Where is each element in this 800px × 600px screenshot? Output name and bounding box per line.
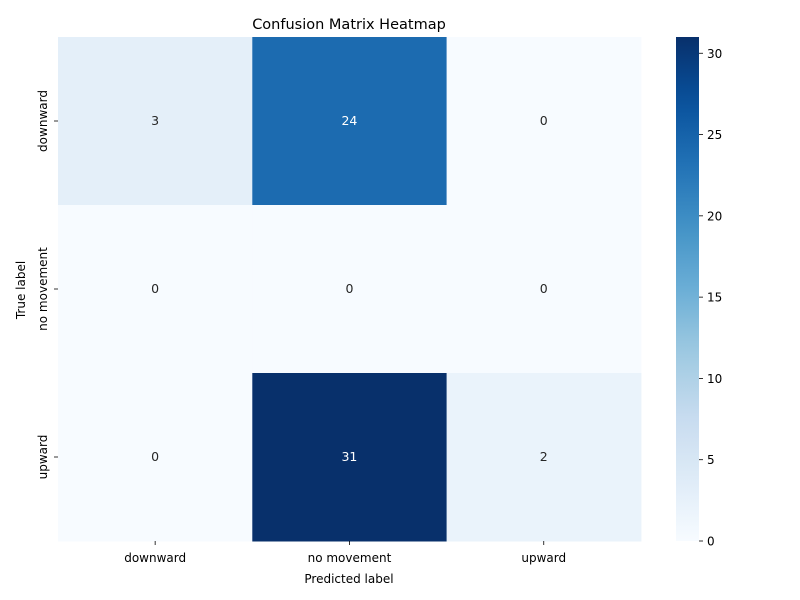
colorbar-tick-label: 0 (707, 535, 715, 549)
x-tick-label: downward (124, 551, 186, 565)
heatmap-cells (58, 37, 642, 542)
heatmap-cell (446, 373, 642, 542)
y-tick-label: upward (36, 435, 50, 480)
colorbar-tick-label: 15 (707, 291, 722, 305)
heatmap-cell (446, 205, 642, 374)
cell-value-label: 0 (540, 281, 548, 296)
cell-value-label: 0 (540, 113, 548, 128)
cell-value-label: 0 (151, 281, 159, 296)
colorbar-tick-label: 10 (707, 372, 722, 386)
colorbar-tick-label: 20 (707, 209, 722, 223)
colorbar-axis: 0 5 10 15 20 25 30 (699, 47, 722, 549)
cell-value-label: 0 (345, 281, 353, 296)
y-axis: downward no movement upward (36, 90, 58, 479)
x-tick-label: no movement (308, 551, 392, 565)
colorbar-tick-label: 5 (707, 453, 715, 467)
x-axis-label: Predicted label (304, 572, 393, 586)
heatmap-cell-labels: 3 24 0 0 0 0 0 31 2 (151, 113, 548, 464)
heatmap-cell (58, 205, 253, 374)
x-axis: downward no movement upward (124, 541, 566, 565)
heatmap-cell (252, 373, 448, 542)
cell-value-label: 24 (341, 113, 357, 128)
heatmap-cell (58, 373, 253, 542)
colorbar-tick-label: 30 (707, 47, 722, 61)
y-axis-label: True label (14, 261, 28, 320)
cell-value-label: 2 (540, 449, 548, 464)
colorbar-tick-label: 25 (707, 128, 722, 142)
heatmap-cell (252, 205, 448, 374)
y-tick-label: no movement (36, 247, 50, 331)
cell-value-label: 0 (151, 449, 159, 464)
cell-value-label: 3 (151, 113, 159, 128)
x-tick-label: upward (521, 551, 566, 565)
chart-title: Confusion Matrix Heatmap (252, 17, 446, 33)
cell-value-label: 31 (341, 449, 357, 464)
heatmap-cell (58, 37, 253, 206)
y-tick-label: downward (36, 90, 50, 152)
heatmap-cell (446, 37, 642, 206)
heatmap-cell (252, 37, 448, 206)
colorbar (676, 37, 699, 541)
